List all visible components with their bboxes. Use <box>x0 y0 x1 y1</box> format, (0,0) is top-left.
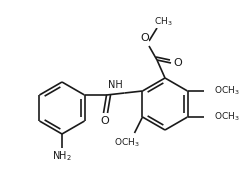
Text: OCH$_3$: OCH$_3$ <box>213 111 238 123</box>
Text: O: O <box>173 58 182 68</box>
Text: NH: NH <box>108 80 122 90</box>
Text: OCH$_3$: OCH$_3$ <box>113 137 139 149</box>
Text: O: O <box>140 33 149 43</box>
Text: OCH$_3$: OCH$_3$ <box>213 85 238 97</box>
Text: CH$_3$: CH$_3$ <box>153 16 172 28</box>
Text: O: O <box>100 116 108 126</box>
Text: NH$_2$: NH$_2$ <box>52 149 72 163</box>
